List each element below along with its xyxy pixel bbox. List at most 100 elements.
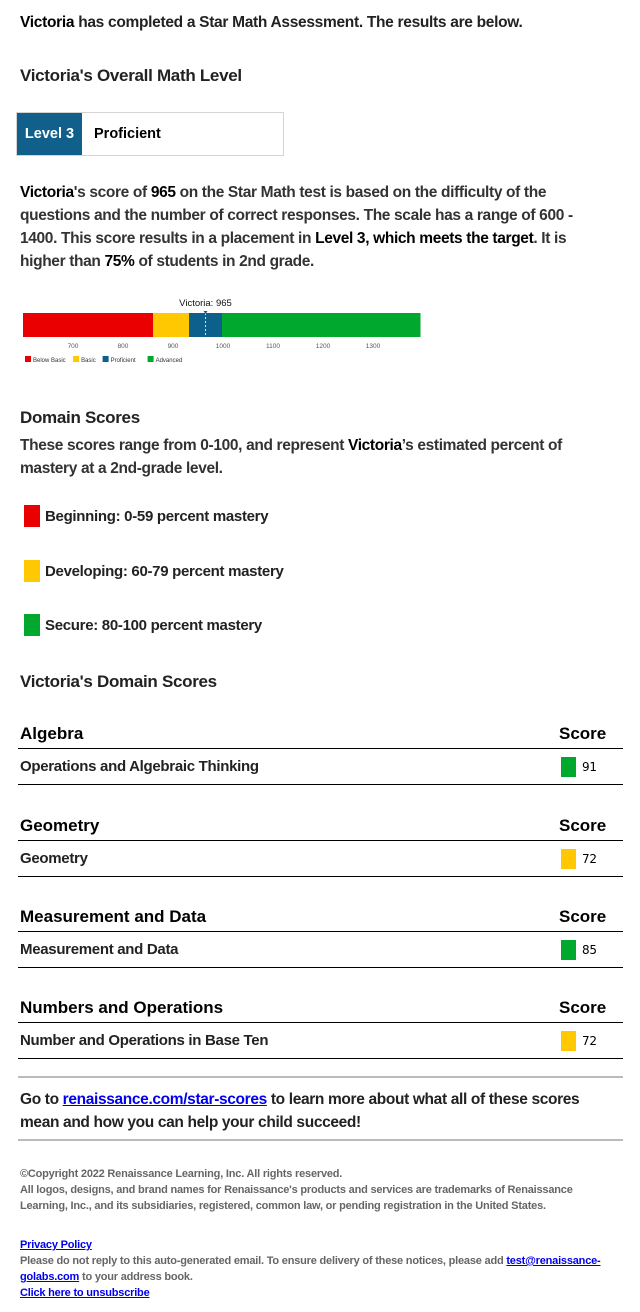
score-marker-label: Victoria: 965 (179, 298, 232, 309)
domain-table: Measurement and Data Score Measurement and… (18, 907, 623, 968)
score-column-header: Score (559, 998, 607, 1017)
no-reply-notice: Please do not reply to this auto-generat… (20, 1253, 620, 1285)
domain-table-header: Measurement and Data Score (18, 907, 623, 932)
level-badge: Level 3 Proficient (16, 112, 284, 156)
divider (18, 1076, 623, 1078)
t: to learn more about what all of these sc… (20, 1091, 580, 1131)
t: ’s estimated percent of mastery at a 2nd… (20, 437, 562, 477)
score-value: 85 (582, 942, 597, 957)
score-column-header: Score (559, 724, 607, 743)
score-value: 91 (582, 759, 597, 774)
table-row: Geometry 72 (18, 841, 623, 877)
domain-score: 91 (559, 756, 621, 777)
score-value: 72 (582, 851, 597, 866)
mastery-label: Beginning: 0-59 percent mastery (45, 507, 269, 525)
copyright: ©Copyright 2022 Renaissance Learning, In… (20, 1168, 343, 1180)
t: on the Star Math test is based on the di… (20, 184, 573, 247)
scaled-score: 965 (150, 184, 176, 201)
domain-score: 85 (559, 939, 621, 960)
title-suffix: 's Overall Math Level (79, 66, 242, 85)
domain-name: Measurement and Data (20, 941, 179, 958)
mastery-color-indicator (561, 848, 576, 869)
domain-table-header: Geometry Score (18, 816, 623, 841)
title-suffix: 's Domain Scores (79, 672, 217, 691)
tick-label: 700 (68, 343, 79, 350)
t: These scores range from 0-100, and repre… (20, 437, 348, 454)
tick-label: 1300 (366, 343, 381, 350)
student-domain-scores-title: Victoria's Domain Scores (20, 672, 217, 692)
score-value: 72 (582, 1033, 597, 1048)
overall-level-title: Victoria's Overall Math Level (20, 66, 242, 86)
mastery-color-indicator (561, 756, 576, 777)
tick-label: 900 (168, 343, 179, 350)
yellow-swatch (24, 560, 40, 582)
red-swatch (24, 505, 40, 527)
domain-score: 72 (559, 1030, 621, 1051)
green-swatch (24, 614, 40, 636)
level: Level 3 (315, 230, 366, 247)
domain-name: Number and Operations in Base Ten (20, 1032, 269, 1049)
table-row: Number and Operations in Base Ten 72 (18, 1023, 623, 1059)
mastery-level-developing: Developing: 60-79 percent mastery (24, 560, 284, 582)
level-number: Level 3 (17, 113, 82, 155)
trademark-notice: All logos, designs, and brand names for … (20, 1184, 573, 1212)
score-summary: Victoria's score of 965 on the Star Math… (20, 181, 610, 273)
domain-table-header: Algebra Score (18, 724, 623, 749)
mastery-level-beginning: Beginning: 0-59 percent mastery (24, 505, 269, 527)
t: Go to (20, 1091, 63, 1108)
mastery-color-indicator (561, 1030, 576, 1051)
legend-label: Basic (81, 358, 96, 364)
domain-table: Numbers and Operations Score Number and Op… (18, 998, 623, 1059)
domain-scores-description: These scores range from 0-100, and repre… (20, 434, 610, 480)
divider (18, 1139, 623, 1141)
domain-name: Operations and Algebraic Thinking (20, 758, 259, 775)
t: . It is higher than (20, 230, 567, 270)
percentile: 75% (104, 253, 135, 270)
target-status: , which meets the target (365, 230, 534, 247)
domain-name: Geometry (20, 850, 88, 867)
student-name: Victoria (347, 437, 402, 454)
domain-group-title: Geometry (20, 816, 100, 835)
mastery-label: Developing: 60-79 percent mastery (45, 562, 284, 580)
tick-label: 1000 (216, 343, 231, 350)
score-marker-arrow (203, 311, 208, 314)
level-name: Proficient (94, 126, 161, 142)
intro-text: Victoria has completed a Star Math Asses… (20, 14, 523, 32)
legend-label: Advanced (156, 358, 183, 364)
student-name: Victoria (20, 184, 74, 201)
table-row: Measurement and Data 85 (18, 932, 623, 968)
score-column-header: Score (559, 907, 607, 926)
table-row: Operations and Algebraic Thinking 91 (18, 749, 623, 785)
star-scores-link[interactable]: renaissance.com/star-scores (62, 1091, 268, 1108)
learn-more-text: Go to renaissance.com/star-scores to lea… (20, 1088, 610, 1134)
t: to your address book. (79, 1271, 193, 1283)
domain-table: Algebra Score Operations and Algebraic Thi… (18, 724, 623, 785)
domain-table-header: Numbers and Operations Score (18, 998, 623, 1023)
student-name: Victoria (20, 66, 80, 85)
mastery-color-indicator (561, 939, 576, 960)
band-below-basic (23, 313, 153, 337)
band-advanced (222, 313, 421, 337)
legend-swatch (25, 356, 31, 362)
t: 's score of (73, 184, 151, 201)
mastery-level-secure: Secure: 80-100 percent mastery (24, 614, 262, 636)
privacy-policy-link[interactable]: Privacy Policy (20, 1239, 92, 1251)
mastery-label: Secure: 80-100 percent mastery (45, 616, 262, 634)
legend-label: Proficient (111, 358, 136, 364)
score-column-header: Score (559, 816, 607, 835)
domain-group-title: Measurement and Data (20, 907, 207, 926)
tick-label: 1200 (316, 343, 331, 350)
unsubscribe-link[interactable]: Click here to unsubscribe (20, 1287, 150, 1299)
domain-group-title: Algebra (20, 724, 84, 743)
domain-group-title: Numbers and Operations (20, 998, 224, 1017)
score-range-chart: Victoria: 965 700 800 900 1000 1100 1200 1300 Be… (23, 298, 421, 364)
t: of students in 2nd grade. (134, 253, 314, 270)
student-name: Victoria (20, 14, 75, 31)
legend-swatch (147, 356, 154, 362)
footer-legal: ©Copyright 2022 Renaissance Learning, In… (20, 1166, 620, 1214)
email-link[interactable]: test@renaissance-golabs.com (20, 1255, 601, 1283)
tick-label: 800 (118, 343, 129, 350)
domain-score: 72 (559, 848, 621, 869)
domain-scores-title: Domain Scores (20, 408, 140, 427)
